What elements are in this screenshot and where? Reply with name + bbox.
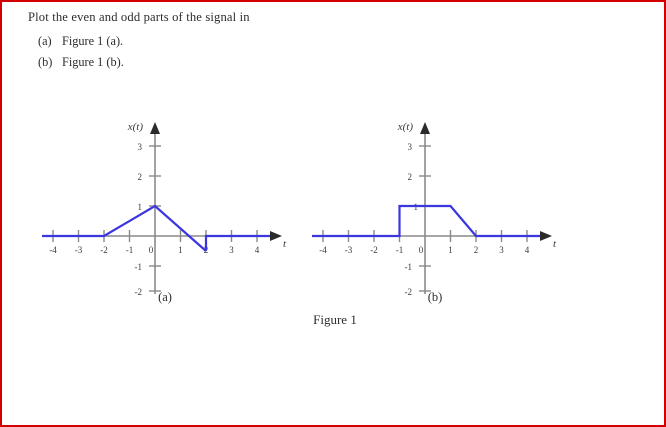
x-tick-label: -4: [319, 245, 327, 255]
panel-sublabel-a: (a): [158, 290, 172, 304]
y-tick-label: -1: [135, 262, 143, 272]
x-tick-label: -4: [49, 245, 57, 255]
x-tick-label: 3: [499, 245, 504, 255]
question-list: (a) Figure 1 (a). (b) Figure 1 (b).: [38, 34, 458, 76]
list-item: (b) Figure 1 (b).: [38, 55, 458, 70]
y-axis-label: x(t): [127, 121, 144, 133]
y-axis-label: x(t): [397, 121, 414, 133]
axes-a: [42, 122, 282, 294]
y-tick-label: 3: [408, 142, 413, 152]
question-marker-a: (a): [38, 34, 52, 48]
y-tick-labels-a: -2 -1 1 2 3: [135, 142, 143, 297]
chart-svg-a: -4 -3 -2 -1 0 1 2 3 4 -2 -1 1 2 3: [42, 121, 287, 297]
x-tick-label: -1: [396, 245, 404, 255]
y-tick-label: 3: [138, 142, 143, 152]
question-marker-b: (b): [38, 55, 53, 69]
y-tick-label: -1: [405, 262, 413, 272]
figure-caption: Figure 1: [313, 312, 357, 327]
x-tick-label: 3: [229, 245, 234, 255]
x-tick-label: -3: [75, 245, 83, 255]
list-item: (a) Figure 1 (a).: [38, 34, 458, 49]
x-tick-labels-b: -4 -3 -2 -1 0 1 2 3 4: [319, 245, 530, 255]
signal-trace-b: [312, 204, 540, 238]
signal-trace-a: [42, 204, 270, 252]
question-text-a: Figure 1 (a).: [62, 34, 124, 48]
figure-area: -4 -3 -2 -1 0 1 2 3 4 -2 -1 1 2 3: [2, 114, 664, 334]
x-axis-label: t: [553, 238, 557, 250]
x-axis-label: t: [283, 238, 287, 250]
x-tick-label: 2: [474, 245, 479, 255]
y-tick-labels-b: -2 -1 1 2 3: [405, 142, 419, 297]
y-tick-label: -2: [405, 287, 413, 297]
x-tick-label: -2: [100, 245, 108, 255]
x-tick-label: -2: [370, 245, 378, 255]
x-tick-label: 4: [525, 245, 530, 255]
question-text-b: Figure 1 (b).: [62, 55, 124, 69]
x-tick-label: 0: [419, 245, 424, 255]
panel-sublabel-b: (b): [427, 290, 443, 304]
chart-svg-b: -4 -3 -2 -1 0 1 2 3 4 -2 -1 1 2 3: [312, 121, 557, 297]
x-tick-label: 4: [255, 245, 260, 255]
y-tick-label: 2: [138, 172, 143, 182]
x-tick-label: 1: [178, 245, 183, 255]
y-tick-label: -2: [135, 287, 143, 297]
x-tick-label: 0: [149, 245, 154, 255]
problem-statement: Plot the even and odd parts of the signa…: [28, 10, 250, 24]
axes-b: [312, 122, 552, 294]
chart-panel-a: -4 -3 -2 -1 0 1 2 3 4 -2 -1 1 2 3: [30, 114, 300, 314]
chart-panel-b: -4 -3 -2 -1 0 1 2 3 4 -2 -1 1 2 3: [300, 114, 570, 314]
x-tick-label: -3: [345, 245, 353, 255]
x-tick-label: 1: [448, 245, 453, 255]
y-tick-label: 2: [408, 172, 413, 182]
y-tick-label: 1: [138, 202, 143, 212]
x-tick-label: -1: [126, 245, 134, 255]
